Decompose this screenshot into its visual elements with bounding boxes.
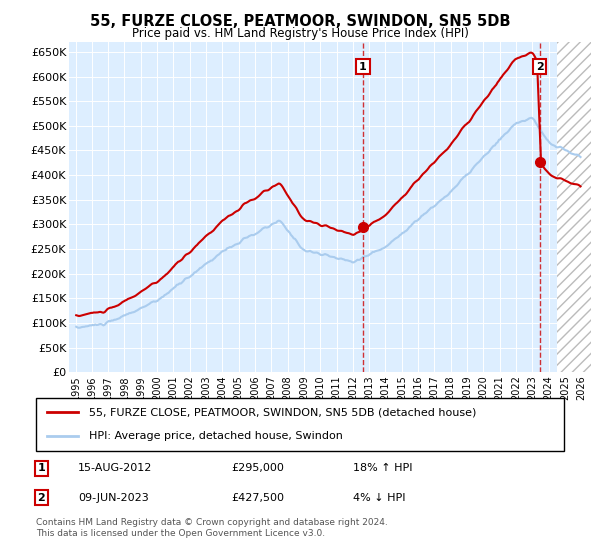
Text: 4% ↓ HPI: 4% ↓ HPI bbox=[353, 493, 406, 503]
Text: Price paid vs. HM Land Registry's House Price Index (HPI): Price paid vs. HM Land Registry's House … bbox=[131, 27, 469, 40]
Text: 55, FURZE CLOSE, PEATMOOR, SWINDON, SN5 5DB: 55, FURZE CLOSE, PEATMOOR, SWINDON, SN5 … bbox=[90, 14, 510, 29]
Text: 1: 1 bbox=[37, 463, 45, 473]
Text: 09-JUN-2023: 09-JUN-2023 bbox=[78, 493, 149, 503]
Text: 1: 1 bbox=[359, 62, 367, 72]
Text: £295,000: £295,000 bbox=[232, 463, 284, 473]
Bar bbox=[557, 42, 591, 372]
Text: 15-AUG-2012: 15-AUG-2012 bbox=[78, 463, 152, 473]
Text: HPI: Average price, detached house, Swindon: HPI: Average price, detached house, Swin… bbox=[89, 431, 343, 441]
Text: This data is licensed under the Open Government Licence v3.0.: This data is licensed under the Open Gov… bbox=[36, 529, 325, 538]
Text: 2: 2 bbox=[37, 493, 45, 503]
FancyBboxPatch shape bbox=[36, 398, 564, 451]
Text: Contains HM Land Registry data © Crown copyright and database right 2024.: Contains HM Land Registry data © Crown c… bbox=[36, 518, 388, 527]
Text: £427,500: £427,500 bbox=[232, 493, 284, 503]
Text: 2: 2 bbox=[536, 62, 544, 72]
Text: 18% ↑ HPI: 18% ↑ HPI bbox=[353, 463, 412, 473]
Text: 55, FURZE CLOSE, PEATMOOR, SWINDON, SN5 5DB (detached house): 55, FURZE CLOSE, PEATMOOR, SWINDON, SN5 … bbox=[89, 408, 476, 418]
